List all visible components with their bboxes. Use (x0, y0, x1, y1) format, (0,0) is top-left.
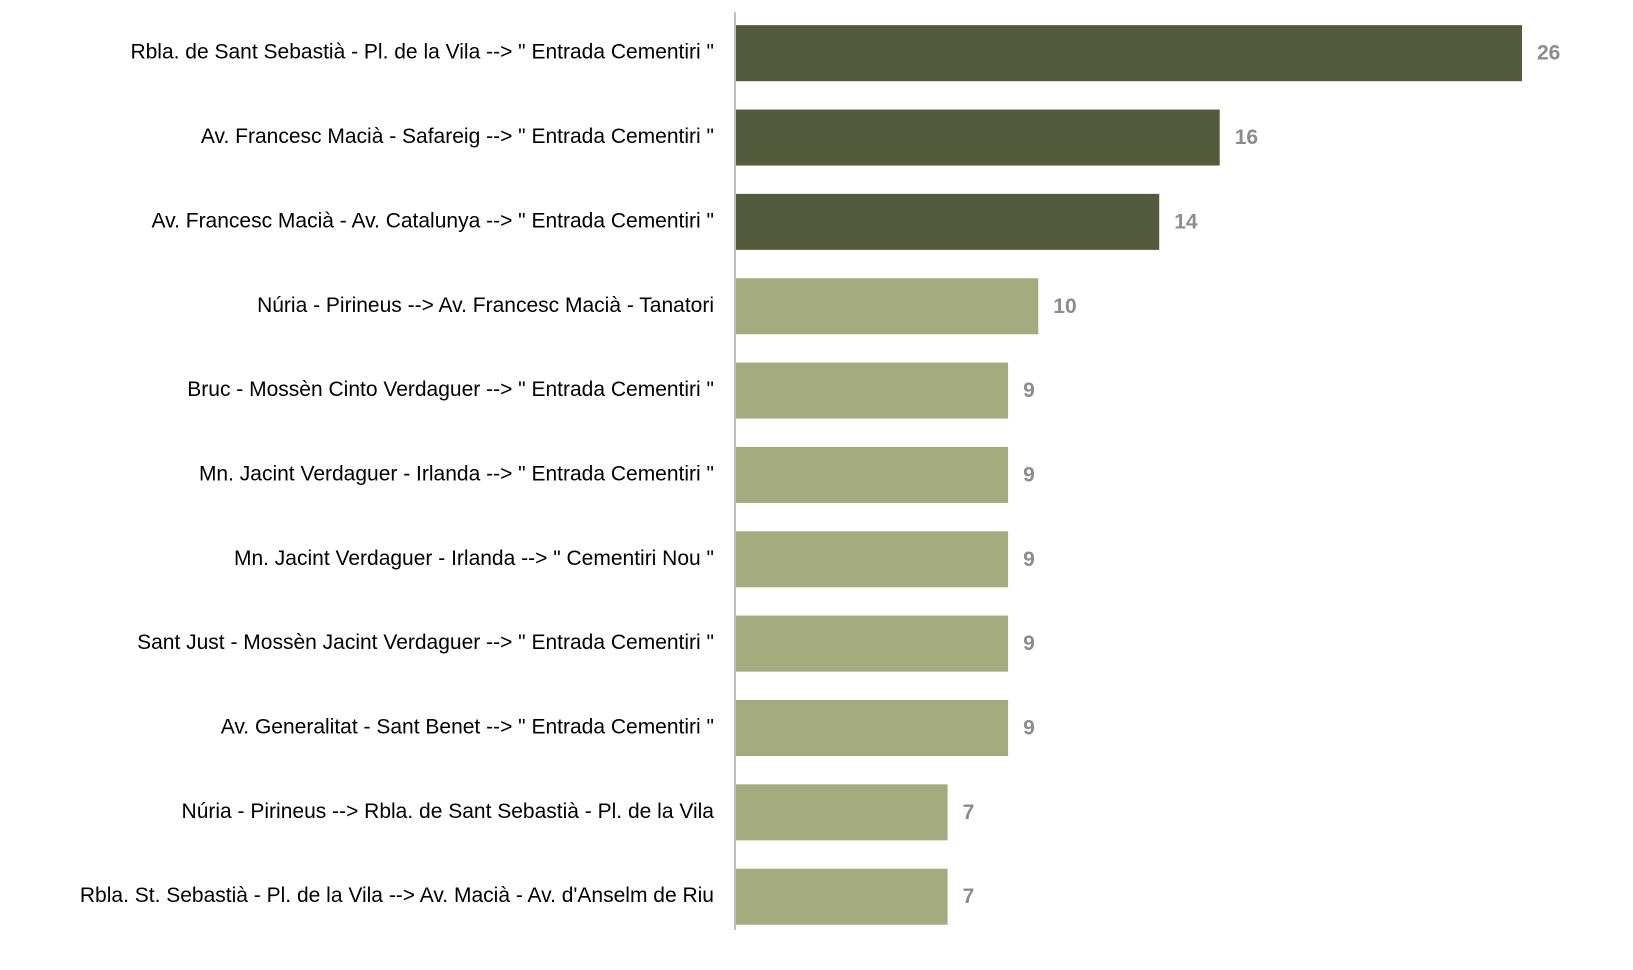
category-label: Mn. Jacint Verdaguer - Irlanda --> " Cem… (234, 547, 714, 570)
category-label: Rbla. St. Sebastià - Pl. de la Vila --> … (80, 884, 714, 907)
category-label: Rbla. de Sant Sebastià - Pl. de la Vila … (130, 41, 714, 64)
category-label: Av. Francesc Macià - Safareig --> " Entr… (201, 125, 714, 148)
value-label: 9 (1023, 379, 1035, 402)
value-label: 14 (1174, 210, 1198, 233)
value-label: 9 (1023, 632, 1035, 655)
value-label: 9 (1023, 463, 1035, 486)
category-label: Núria - Pirineus --> Av. Francesc Macià … (257, 294, 714, 317)
bar (736, 109, 1220, 166)
category-label: Sant Just - Mossèn Jacint Verdaguer --> … (137, 631, 714, 654)
bar (736, 278, 1039, 335)
bar (736, 868, 948, 925)
value-label: 7 (963, 801, 975, 824)
category-label: Bruc - Mossèn Cinto Verdaguer --> " Entr… (187, 378, 714, 401)
bar (736, 25, 1522, 82)
value-label: 26 (1537, 42, 1560, 65)
category-label: Núria - Pirineus --> Rbla. de Sant Sebas… (182, 800, 715, 823)
category-label: Mn. Jacint Verdaguer - Irlanda --> " Ent… (199, 462, 714, 485)
value-label: 9 (1023, 717, 1035, 740)
value-label: 16 (1235, 126, 1258, 149)
bar (736, 446, 1009, 503)
bar (736, 615, 1009, 672)
bar (736, 531, 1009, 588)
bar (736, 699, 1009, 756)
bar (736, 784, 948, 841)
bar (736, 193, 1160, 250)
value-label: 7 (963, 885, 975, 908)
value-label: 9 (1023, 548, 1035, 571)
bar (736, 362, 1009, 419)
value-label: 10 (1053, 295, 1076, 318)
category-label: Av. Francesc Macià - Av. Catalunya --> "… (152, 209, 715, 232)
category-label: Av. Generalitat - Sant Benet --> " Entra… (221, 716, 714, 739)
